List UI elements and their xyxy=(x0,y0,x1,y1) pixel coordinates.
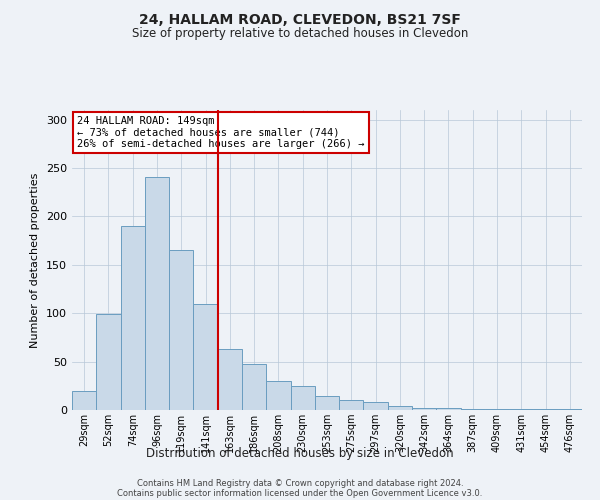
Bar xyxy=(315,396,339,410)
Text: 24 HALLAM ROAD: 149sqm
← 73% of detached houses are smaller (744)
26% of semi-de: 24 HALLAM ROAD: 149sqm ← 73% of detached… xyxy=(77,116,365,149)
Bar xyxy=(412,408,436,410)
Bar xyxy=(364,402,388,410)
Bar xyxy=(339,400,364,410)
Bar xyxy=(145,177,169,410)
Bar xyxy=(242,364,266,410)
Text: Size of property relative to detached houses in Clevedon: Size of property relative to detached ho… xyxy=(132,28,468,40)
Text: Distribution of detached houses by size in Clevedon: Distribution of detached houses by size … xyxy=(146,448,454,460)
Bar xyxy=(121,226,145,410)
Bar xyxy=(533,409,558,410)
Bar xyxy=(558,409,582,410)
Text: 24, HALLAM ROAD, CLEVEDON, BS21 7SF: 24, HALLAM ROAD, CLEVEDON, BS21 7SF xyxy=(139,12,461,26)
Bar xyxy=(218,349,242,410)
Text: Contains public sector information licensed under the Open Government Licence v3: Contains public sector information licen… xyxy=(118,488,482,498)
Bar xyxy=(485,409,509,410)
Bar xyxy=(388,406,412,410)
Y-axis label: Number of detached properties: Number of detached properties xyxy=(31,172,40,348)
Bar xyxy=(169,250,193,410)
Bar xyxy=(436,408,461,410)
Bar xyxy=(266,381,290,410)
Bar xyxy=(96,314,121,410)
Text: Contains HM Land Registry data © Crown copyright and database right 2024.: Contains HM Land Registry data © Crown c… xyxy=(137,478,463,488)
Bar xyxy=(290,386,315,410)
Bar xyxy=(72,390,96,410)
Bar xyxy=(193,304,218,410)
Bar xyxy=(509,409,533,410)
Bar xyxy=(461,409,485,410)
